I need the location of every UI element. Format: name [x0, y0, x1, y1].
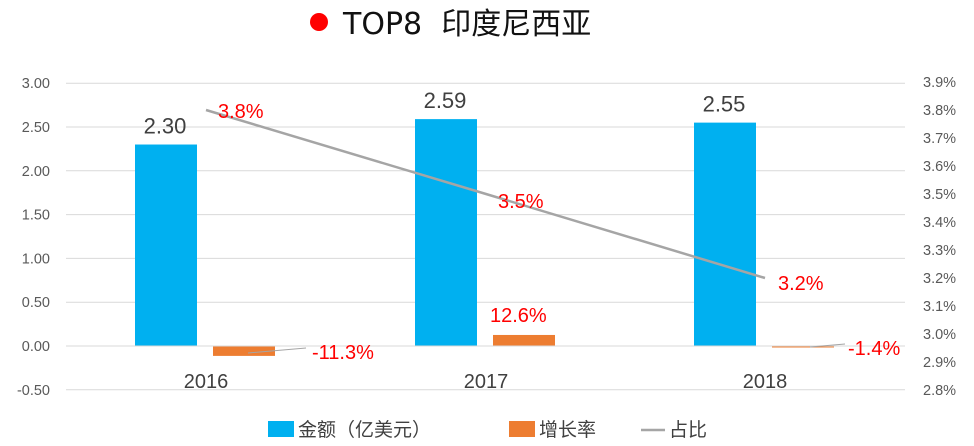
amount-data-label: 2.55 — [703, 92, 746, 117]
category-labels: 2016 2017 2018 — [184, 371, 788, 393]
left-axis-tick-label: 0.50 — [22, 295, 50, 311]
amount-bar — [694, 122, 756, 347]
left-axis: 3.00 2.50 2.00 1.50 1.00 0.50 0.00 -0.50 — [17, 76, 50, 399]
data-labels: 2.30 2.59 2.55 -11.3% 12.6% -1.4% 3.8% 3.5% 3.2% — [144, 88, 901, 364]
share-data-label: 3.5% — [498, 191, 544, 213]
right-axis-tick-label: 3.9% — [923, 75, 956, 91]
share-line — [205, 108, 766, 280]
right-axis-tick-label: 2.8% — [923, 383, 956, 399]
growth-label-leader — [809, 343, 846, 348]
bars — [66, 119, 905, 356]
right-axis-tick-label: 3.5% — [923, 187, 956, 203]
growth-bar — [213, 346, 275, 356]
share-series-line — [205, 108, 766, 280]
growth-bar — [493, 334, 555, 346]
growth-bar — [772, 346, 834, 348]
left-axis-tick-label: 2.00 — [22, 164, 50, 180]
right-axis-tick-label: 3.8% — [923, 103, 956, 119]
amount-data-label: 2.30 — [144, 114, 187, 139]
left-axis-tick-label: 3.00 — [22, 76, 50, 92]
left-axis-tick-label: 1.50 — [22, 208, 50, 224]
category-label: 2017 — [464, 371, 509, 393]
left-axis-tick-label: 0.00 — [22, 339, 50, 355]
share-data-label: 3.2% — [778, 273, 824, 295]
right-axis-tick-label: 3.0% — [923, 327, 956, 343]
growth-data-label: 12.6% — [490, 305, 547, 327]
chart-title: TOP8 印度尼西亚 — [342, 7, 591, 42]
legend-swatch-amount — [268, 421, 294, 437]
legend: 金额（亿美元） 增长率 占比 — [268, 419, 707, 441]
right-axis-tick-label: 3.2% — [923, 271, 956, 287]
title-marker-icon — [310, 13, 328, 31]
right-axis-tick-label: 3.3% — [923, 243, 956, 259]
left-axis-tick-label: 2.50 — [22, 120, 50, 136]
growth-data-label: -1.4% — [848, 338, 900, 360]
amount-bar — [415, 119, 477, 346]
legend-swatch-growth — [509, 421, 535, 437]
left-axis-tick-label: -0.50 — [17, 383, 50, 399]
right-axis-tick-label: 2.9% — [923, 355, 956, 371]
category-label: 2018 — [743, 371, 788, 393]
chart-header: TOP8 印度尼西亚 — [310, 7, 591, 42]
right-axis-tick-label: 3.6% — [923, 159, 956, 175]
amount-bar — [135, 144, 197, 346]
right-axis-tick-label: 3.1% — [923, 299, 956, 315]
right-axis-tick-label: 3.7% — [923, 131, 956, 147]
legend-label-share: 占比 — [669, 419, 707, 441]
right-axis: 3.9% 3.8% 3.7% 3.6% 3.5% 3.4% 3.3% 3.2% 3.1% 3.0%… — [923, 75, 956, 399]
gridlines — [66, 82, 905, 391]
left-axis-tick-label: 1.00 — [22, 251, 50, 267]
category-label: 2016 — [184, 371, 229, 393]
legend-label-growth: 增长率 — [539, 419, 596, 441]
right-axis-tick-label: 3.4% — [923, 215, 956, 231]
amount-data-label: 2.59 — [424, 88, 467, 113]
growth-label-leader — [247, 347, 307, 354]
legend-label-amount: 金额（亿美元） — [298, 419, 431, 441]
growth-data-label: -11.3% — [312, 342, 374, 364]
share-data-label: 3.8% — [218, 101, 264, 123]
